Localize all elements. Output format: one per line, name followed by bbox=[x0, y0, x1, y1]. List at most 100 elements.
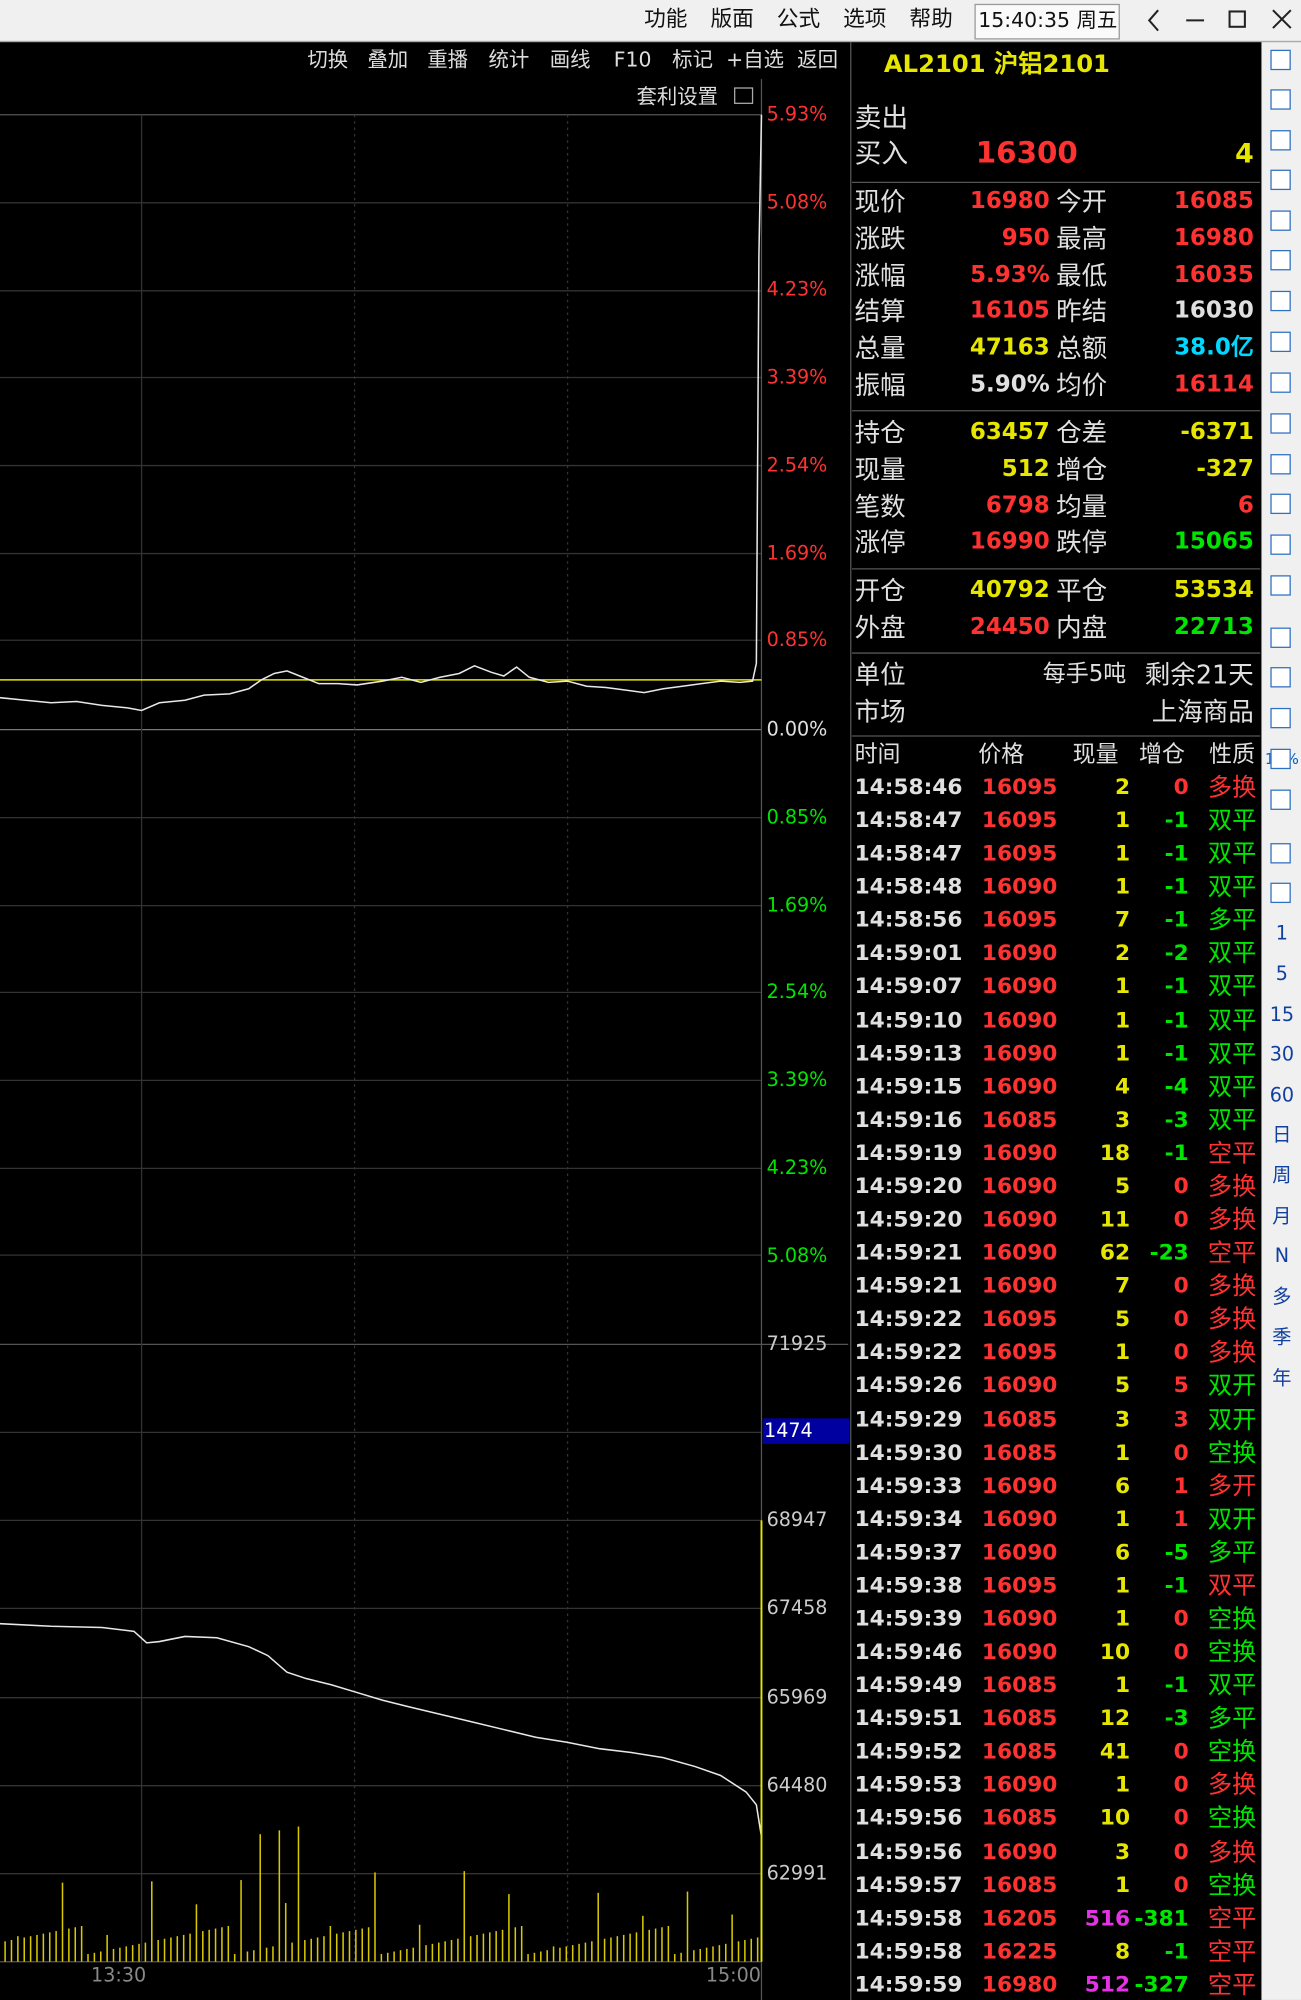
tick-volume: 2 bbox=[1114, 774, 1131, 801]
tick-volume: 18 bbox=[1099, 1140, 1131, 1167]
y-tick-label: 62991 bbox=[766, 1861, 828, 1885]
tool-icon[interactable] bbox=[1270, 210, 1291, 231]
tick-oi-change: -1 bbox=[1164, 874, 1189, 901]
field-label: 最高 bbox=[1056, 222, 1108, 254]
period-button[interactable]: 1 bbox=[1275, 921, 1288, 945]
tick-nature: 多换 bbox=[1207, 1771, 1257, 1800]
field-label: 平仓 bbox=[1056, 575, 1108, 606]
tick-nature: 多换 bbox=[1207, 1305, 1257, 1334]
tool-icon[interactable] bbox=[1270, 454, 1291, 475]
tick-volume: 1 bbox=[1114, 1673, 1131, 1699]
period-button[interactable]: 5 bbox=[1275, 962, 1288, 986]
tick-volume: 7 bbox=[1114, 1273, 1131, 1300]
field-value: 6798 bbox=[985, 491, 1050, 519]
period-button[interactable]: 月 bbox=[1272, 1204, 1292, 1228]
tick-oi-change: -1 bbox=[1164, 1140, 1189, 1167]
field-value: -6371 bbox=[1180, 418, 1254, 446]
tick-price: 16085 bbox=[981, 1872, 1058, 1899]
tool-icon[interactable] bbox=[1270, 372, 1291, 393]
tool-icon[interactable] bbox=[1270, 882, 1291, 904]
tool-icon[interactable] bbox=[1270, 249, 1291, 271]
close-icon[interactable] bbox=[1272, 9, 1292, 29]
tick-oi-change: -23 bbox=[1149, 1240, 1189, 1267]
tool-icon[interactable] bbox=[1270, 49, 1291, 71]
tick-time: 14:58:47 bbox=[854, 808, 963, 834]
tool-icon[interactable] bbox=[1270, 493, 1291, 515]
tick-time: 14:59:01 bbox=[854, 941, 963, 967]
tick-time: 14:59:29 bbox=[854, 1406, 963, 1433]
period-button[interactable]: 日 bbox=[1272, 1123, 1292, 1147]
toolbar-button[interactable]: 返回 bbox=[797, 47, 839, 72]
tick-oi-change: 0 bbox=[1173, 1839, 1189, 1865]
menu-item[interactable]: 选项 bbox=[843, 7, 887, 33]
field-value: 16980 bbox=[1173, 224, 1254, 252]
period-button[interactable]: N bbox=[1274, 1244, 1290, 1268]
field-label: 现价 bbox=[854, 186, 906, 217]
tick-time: 14:59:53 bbox=[854, 1772, 963, 1799]
menu-item[interactable]: 功能 bbox=[644, 7, 688, 33]
toolbar-button[interactable]: F10 bbox=[613, 47, 652, 72]
tool-icon[interactable] bbox=[1270, 575, 1291, 596]
tick-nature: 空平 bbox=[1207, 1239, 1257, 1268]
clock: 15:40:35 周五 bbox=[978, 7, 1118, 32]
tick-nature: 空换 bbox=[1207, 1738, 1257, 1767]
tool-icon[interactable] bbox=[1270, 707, 1291, 729]
tick-oi-change: -1 bbox=[1164, 1040, 1189, 1067]
tick-oi-change: 3 bbox=[1173, 1406, 1189, 1433]
tick-nature: 双开 bbox=[1207, 1505, 1257, 1534]
tool-icon[interactable] bbox=[1270, 843, 1291, 864]
toolbar-button[interactable]: +自选 bbox=[726, 47, 785, 72]
tool-icon[interactable] bbox=[1270, 667, 1291, 688]
back-icon[interactable] bbox=[1147, 9, 1159, 32]
period-button[interactable]: 60 bbox=[1269, 1083, 1295, 1107]
tool-icon[interactable] bbox=[1270, 789, 1291, 810]
field-label: 仓差 bbox=[1056, 417, 1108, 448]
tick-time: 14:59:10 bbox=[854, 1007, 963, 1034]
tick-price: 16085 bbox=[981, 1406, 1058, 1433]
tick-price: 16090 bbox=[981, 974, 1058, 1000]
toolbar-button[interactable]: 重播 bbox=[427, 47, 469, 72]
field-value: 47163 bbox=[969, 334, 1050, 362]
tool-icon[interactable] bbox=[1270, 748, 1291, 770]
tool-icon[interactable] bbox=[1270, 290, 1291, 312]
settings-icon[interactable] bbox=[734, 87, 754, 104]
tick-time: 14:58:46 bbox=[854, 774, 963, 801]
menu-item[interactable]: 版面 bbox=[710, 7, 754, 33]
menu-item[interactable]: 公式 bbox=[776, 7, 821, 33]
field-label: 总额 bbox=[1056, 333, 1108, 364]
tick-time: 14:59:58 bbox=[854, 1905, 963, 1932]
tick-price: 16090 bbox=[981, 1772, 1058, 1799]
tool-icon[interactable] bbox=[1270, 169, 1291, 191]
tool-icon[interactable] bbox=[1270, 413, 1291, 434]
restore-icon[interactable] bbox=[1228, 10, 1246, 28]
period-button[interactable]: 15 bbox=[1269, 1003, 1295, 1027]
tick-volume: 5 bbox=[1114, 1174, 1131, 1200]
toolbar-button[interactable]: 叠加 bbox=[367, 47, 409, 72]
period-button[interactable]: 周 bbox=[1272, 1163, 1292, 1187]
toolbar-button[interactable]: 统计 bbox=[488, 47, 530, 72]
tick-volume: 10 bbox=[1099, 1806, 1131, 1832]
arb-settings[interactable]: 套利设置 bbox=[636, 84, 719, 109]
period-button[interactable]: 30 bbox=[1269, 1042, 1295, 1066]
toolbar-button[interactable]: 画线 bbox=[549, 47, 591, 72]
tool-icon[interactable] bbox=[1270, 89, 1291, 110]
period-button[interactable]: 年 bbox=[1272, 1366, 1292, 1390]
toolbar-button[interactable]: 切换 bbox=[307, 47, 349, 72]
period-button[interactable]: 多 bbox=[1272, 1285, 1292, 1309]
tick-oi-change: 0 bbox=[1173, 1174, 1189, 1200]
y-tick-label: 4.23% bbox=[766, 1155, 828, 1179]
menu-item[interactable]: 帮助 bbox=[909, 7, 953, 33]
tick-time: 14:59:07 bbox=[854, 974, 963, 1000]
tick-time: 14:59:56 bbox=[854, 1806, 963, 1832]
tool-icon[interactable] bbox=[1270, 534, 1291, 555]
tool-icon[interactable] bbox=[1270, 627, 1291, 648]
tick-time: 14:59:13 bbox=[854, 1040, 963, 1067]
tool-icon[interactable] bbox=[1270, 130, 1291, 151]
field-label: 持仓 bbox=[854, 417, 906, 448]
tick-oi-change: -1 bbox=[1164, 974, 1189, 1000]
tool-icon[interactable] bbox=[1270, 331, 1291, 353]
tick-oi-change: -5 bbox=[1164, 1539, 1189, 1566]
period-button[interactable]: 季 bbox=[1272, 1325, 1292, 1349]
toolbar-button[interactable]: 标记 bbox=[672, 47, 714, 72]
